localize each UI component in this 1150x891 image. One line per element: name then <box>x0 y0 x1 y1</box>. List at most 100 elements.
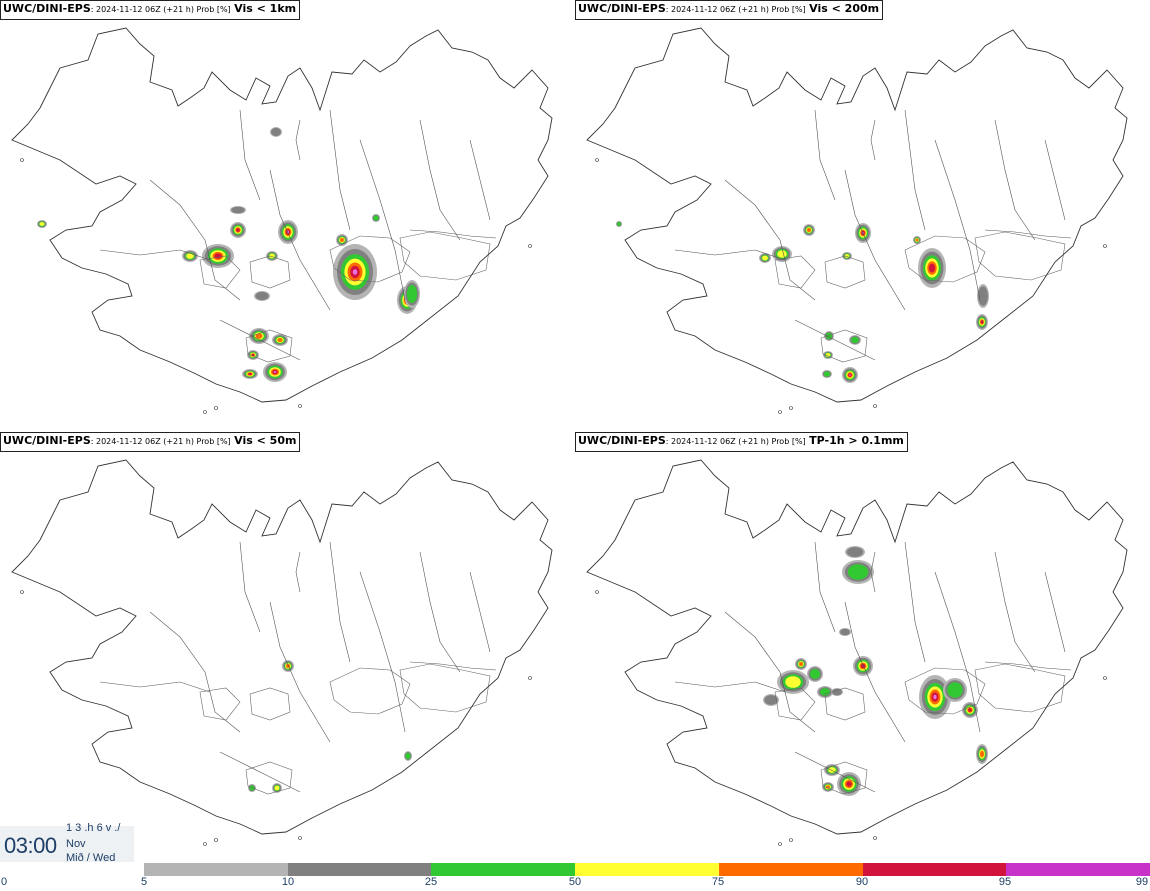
river-line <box>239 541 261 633</box>
river-line <box>814 541 836 633</box>
river-line <box>329 541 351 663</box>
river-line <box>904 541 926 663</box>
probability-contour <box>823 371 831 377</box>
river-line <box>99 249 211 261</box>
colorbar-tick: 25 <box>424 876 438 888</box>
colorbar-ticks: 0 5 10 25 50 75 90 95 99 <box>0 876 1150 891</box>
river-line <box>870 119 876 161</box>
colorbar-segment <box>718 863 863 876</box>
glacier-outline <box>399 663 491 713</box>
probability-contour <box>617 222 621 226</box>
coastline <box>586 27 1128 403</box>
panel-title: UWC/DINI-EPS: 2024-11-12 06Z (+21 h) Pro… <box>0 432 301 452</box>
island <box>1103 244 1107 248</box>
river-line <box>359 139 406 301</box>
island <box>528 676 532 680</box>
coastline <box>11 27 553 403</box>
probability-contour <box>186 253 194 259</box>
river-line <box>409 661 497 671</box>
map-panel-vis-50m: UWC/DINI-EPS: 2024-11-12 06Z (+21 h) Pro… <box>0 432 575 864</box>
island <box>595 158 599 162</box>
colorbar-tick: 10 <box>281 876 295 888</box>
glacier-outline <box>249 255 291 289</box>
probability-contour <box>807 228 811 232</box>
map-panel-vis-1km: UWC/DINI-EPS: 2024-11-12 06Z (+21 h) Pro… <box>0 0 575 432</box>
river-line <box>794 319 876 361</box>
probability-contour <box>764 695 778 705</box>
river-line <box>994 119 1036 241</box>
river-line <box>469 571 491 653</box>
probability-contour <box>277 338 283 342</box>
iceland-map <box>11 459 553 846</box>
map-layer <box>586 459 1128 846</box>
probability-contour <box>846 781 852 787</box>
island <box>528 244 532 248</box>
island <box>203 842 207 846</box>
island <box>595 590 599 594</box>
probability-contour <box>405 752 411 760</box>
river-line <box>219 751 301 793</box>
probability-contour <box>980 320 984 324</box>
river-line <box>994 551 1036 673</box>
river-line <box>934 571 981 733</box>
river-line <box>904 109 926 231</box>
weekday-label: Mið / Wed <box>66 852 116 864</box>
glacier-outline <box>904 667 986 715</box>
map-layer <box>586 27 1128 414</box>
colorbar-tick: 95 <box>998 876 1012 888</box>
probability-contour <box>819 688 831 696</box>
island <box>203 410 207 414</box>
probability-contour <box>340 238 344 242</box>
river-line <box>724 611 816 733</box>
probability-field <box>248 660 412 793</box>
colorbar-tick: 0 <box>0 876 8 888</box>
probability-field <box>763 546 988 796</box>
glacier-outline <box>329 235 411 283</box>
river-line <box>469 139 491 221</box>
river-line <box>269 601 331 743</box>
probability-contour <box>255 291 269 301</box>
colorbar-segment <box>431 863 576 876</box>
map-layer <box>11 459 553 846</box>
glacier-outline <box>245 761 293 795</box>
river-line <box>844 601 906 743</box>
colorbar-tick: 99 <box>1135 876 1149 888</box>
probability-contour <box>231 206 245 214</box>
river-line <box>99 681 211 693</box>
glacier-outline <box>249 687 291 721</box>
glacier-outline <box>974 663 1066 713</box>
probability-contour <box>851 336 859 344</box>
probability-contour <box>406 285 418 303</box>
island <box>20 158 24 162</box>
glacier-outline <box>974 231 1066 281</box>
probability-contour <box>809 668 821 680</box>
probability-contour <box>799 662 803 666</box>
probability-contour <box>840 628 850 636</box>
probability-contour <box>933 694 937 700</box>
island <box>778 410 782 414</box>
probability-contour <box>978 286 988 306</box>
probability-contour <box>255 333 263 339</box>
island <box>298 836 302 840</box>
river-line <box>814 109 836 201</box>
river-line <box>984 229 1072 239</box>
probability-contour <box>832 688 842 696</box>
glacier-outline <box>329 667 411 715</box>
river-line <box>724 179 816 301</box>
colorbar-segment <box>862 863 1007 876</box>
probability-contour <box>825 353 831 357</box>
probability-contour <box>849 374 851 376</box>
river-line <box>1044 139 1066 221</box>
probability-contour <box>39 222 45 226</box>
probability-contour <box>352 269 358 275</box>
island <box>214 406 218 410</box>
probability-contour <box>980 750 984 758</box>
river-line <box>149 179 241 301</box>
panel-title: UWC/DINI-EPS: 2024-11-12 06Z (+21 h) Pro… <box>0 0 301 20</box>
river-line <box>359 571 406 733</box>
colorbar-tick: 50 <box>568 876 582 888</box>
river-line <box>674 249 786 261</box>
river-line <box>329 109 351 231</box>
river-line <box>269 169 331 311</box>
glacier-outline <box>199 687 241 721</box>
